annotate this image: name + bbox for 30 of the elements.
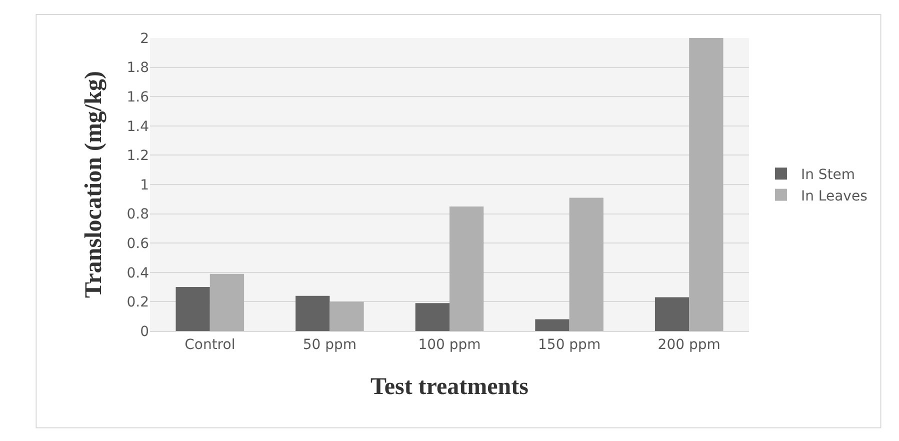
y-tick-label: 1.2: [126, 148, 149, 164]
bar: [689, 38, 724, 331]
y-tick-label: 2: [140, 30, 149, 47]
y-tick-label: 1.4: [126, 118, 150, 135]
bar: [296, 296, 330, 331]
bar: [654, 297, 690, 331]
y-axis-title: Translocation (mg/kg): [80, 71, 107, 298]
y-tick-label: 1.8: [126, 60, 149, 76]
y-tick-label: 1.6: [126, 90, 150, 106]
bar: [450, 206, 484, 331]
legend-label: In Stem: [800, 167, 856, 184]
bar: [569, 198, 604, 331]
x-tick-label: 200 ppm: [658, 336, 720, 353]
y-tick-label: 0.8: [126, 206, 149, 223]
bar: [535, 319, 570, 331]
y-tick-label: 0: [140, 324, 149, 340]
bar: [330, 302, 364, 331]
bar: [210, 274, 244, 331]
legend-label: In Leaves: [800, 188, 868, 204]
bar: [176, 287, 210, 331]
x-tick-label: 150 ppm: [538, 336, 601, 353]
x-axis-title: Test treatments: [370, 374, 528, 400]
y-tick-label: 1: [140, 177, 149, 194]
x-tick-label: 50 ppm: [302, 336, 357, 353]
x-tick-label: Control: [184, 336, 236, 353]
bar: [415, 303, 450, 331]
y-tick-label: 0.6: [126, 236, 150, 252]
y-tick-label: 0.4: [126, 265, 150, 282]
x-tick-label: 100 ppm: [418, 336, 481, 353]
y-tick-label: 0.2: [126, 294, 149, 311]
